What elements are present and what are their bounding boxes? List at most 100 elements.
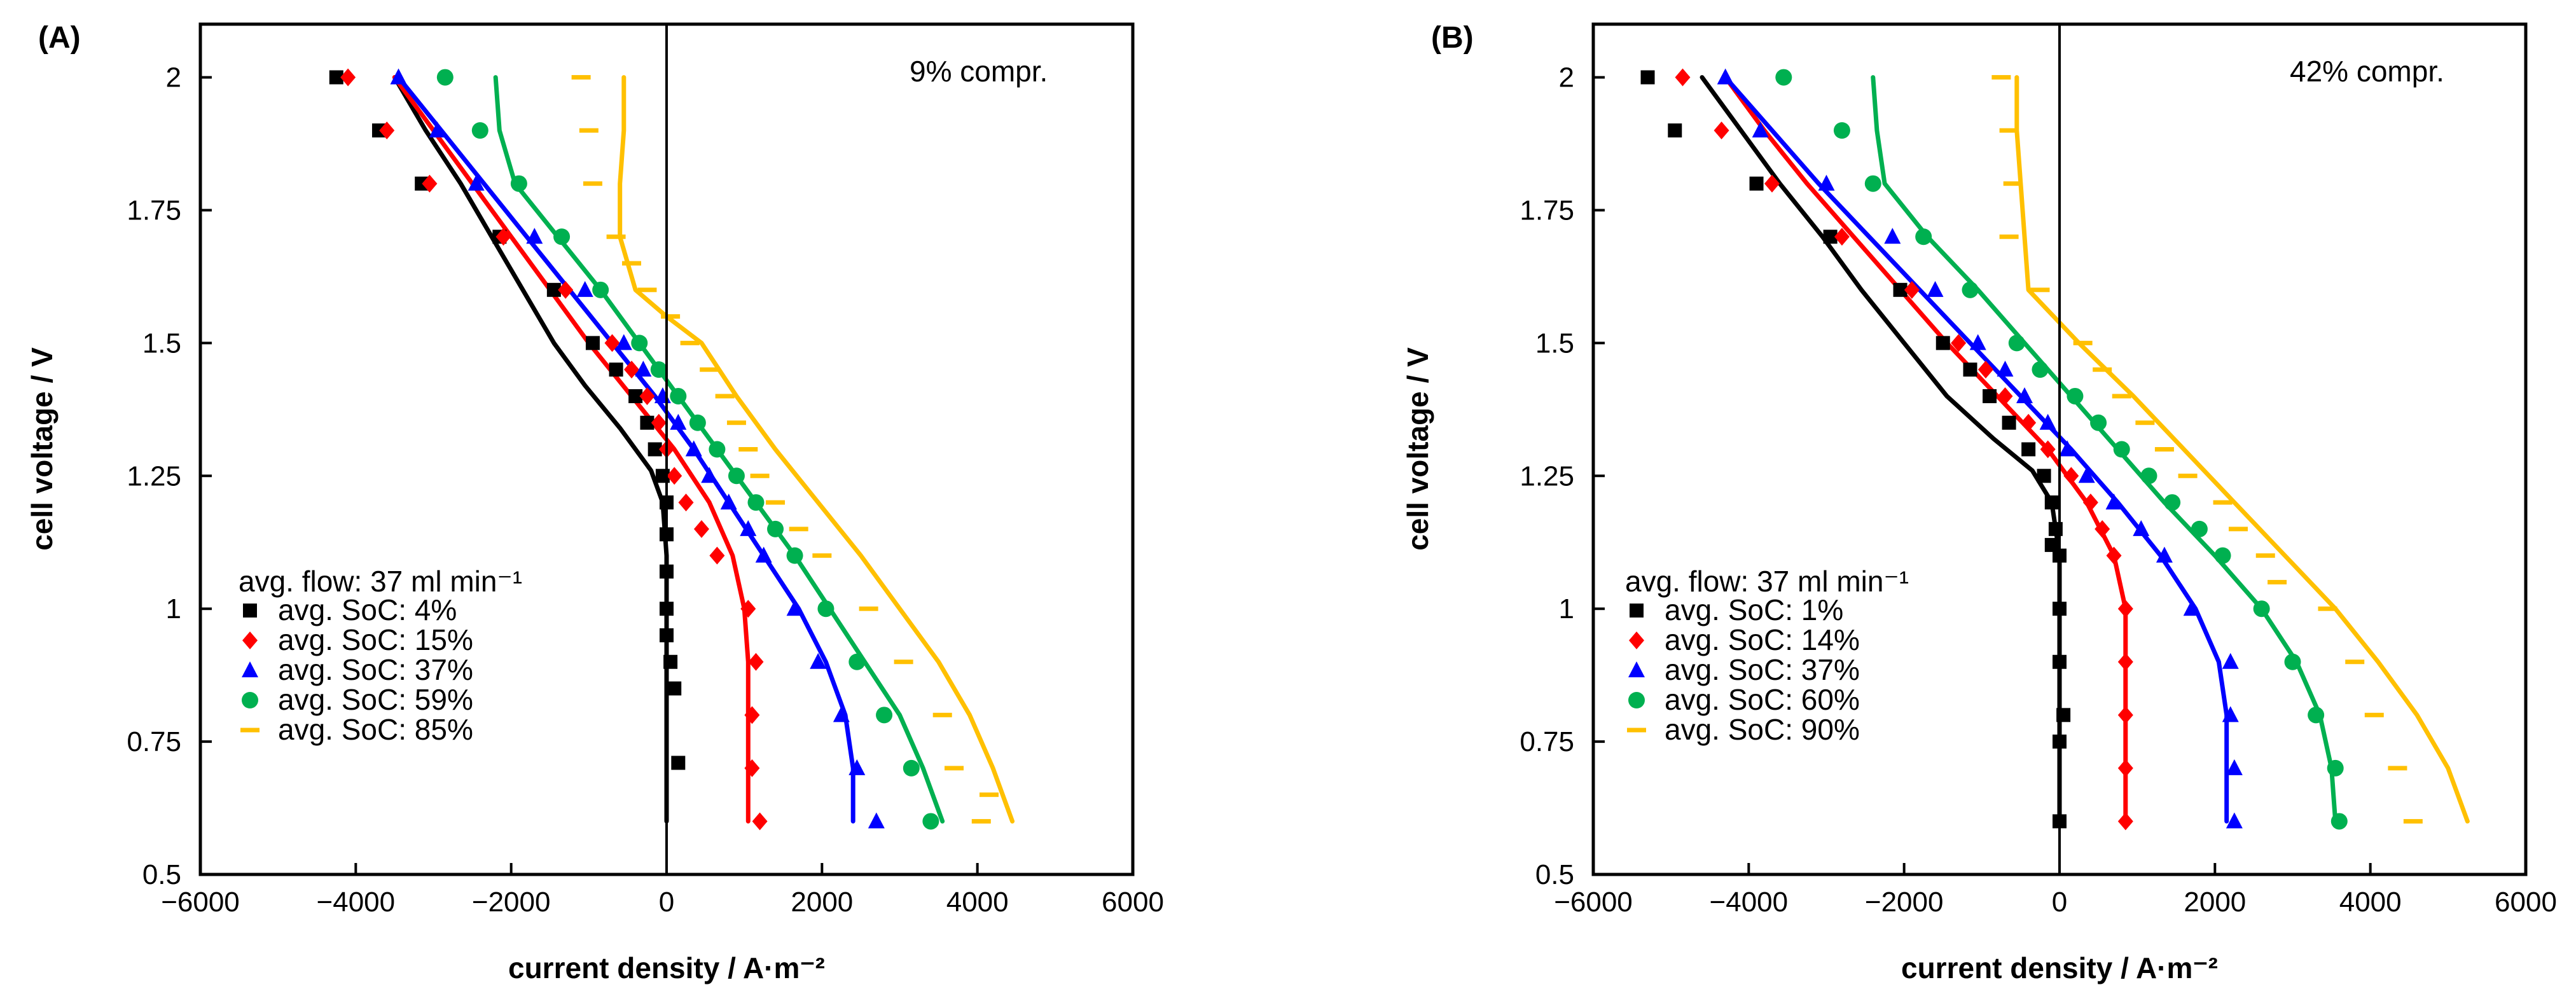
- legend-marker: [1628, 692, 1645, 708]
- data-point: [609, 362, 623, 377]
- y-axis-label: cell voltage / V: [25, 347, 59, 551]
- data-point: [510, 175, 527, 192]
- data-point: [329, 70, 343, 85]
- data-point: [1775, 69, 1792, 86]
- data-point: [553, 228, 571, 245]
- data-point: [571, 75, 591, 80]
- data-point: [2345, 659, 2365, 665]
- data-point: [2082, 494, 2098, 512]
- data-point: [709, 546, 725, 565]
- legend-marker: [1628, 661, 1645, 677]
- data-point: [1893, 282, 1908, 297]
- data-point: [2008, 335, 2025, 352]
- data-point: [2388, 766, 2407, 771]
- legend-entry-label: avg. SoC: 60%: [1665, 683, 1860, 716]
- y-ticks: 0.5 0.75 1 1.25 1.5 1.75 2: [1520, 62, 1605, 890]
- data-point: [767, 520, 784, 537]
- data-point: [922, 813, 939, 830]
- data-point: [624, 361, 640, 379]
- y-tick-label: 2: [1559, 62, 1574, 93]
- data-point: [2059, 440, 2076, 457]
- data-point: [2135, 420, 2155, 425]
- x-tick-label: 2000: [791, 887, 853, 918]
- data-point: [2112, 394, 2131, 399]
- y-tick-label: 2: [166, 62, 181, 93]
- y-tick-label: 1.25: [127, 460, 181, 492]
- data-point: [932, 712, 952, 717]
- data-point: [2113, 441, 2130, 458]
- data-point: [744, 706, 760, 724]
- data-point: [720, 494, 737, 510]
- legend-title: avg. flow: 37 ml min⁻¹: [239, 565, 522, 598]
- data-point: [667, 467, 682, 485]
- data-point: [1864, 175, 1881, 192]
- data-point: [526, 228, 543, 244]
- x-tick-label: 4000: [2339, 887, 2402, 918]
- legend: avg. flow: 37 ml min⁻¹ avg. SoC: 1%avg. …: [1625, 565, 1909, 746]
- legend-entry-label: avg. SoC: 85%: [278, 713, 473, 746]
- data-point: [615, 334, 632, 350]
- data-point: [1904, 280, 1920, 299]
- data-point: [1963, 362, 1977, 377]
- data-point: [647, 442, 662, 457]
- x-ticks: −6000 −4000 −2000 0 2000 4000 6000: [1554, 863, 2557, 918]
- legend-entry-label: avg. SoC: 90%: [1665, 713, 1860, 746]
- data-point: [2039, 413, 2056, 430]
- legend-entry-label: avg. SoC: 1%: [1665, 593, 1843, 626]
- data-point: [1823, 230, 1838, 244]
- x-tick-label: −6000: [1554, 887, 1633, 918]
- data-point: [817, 600, 834, 618]
- data-point: [2222, 652, 2239, 669]
- data-point: [1764, 174, 1780, 193]
- data-point: [848, 653, 866, 670]
- data-point: [651, 413, 667, 432]
- data-point: [650, 361, 667, 378]
- data-point: [728, 467, 745, 485]
- data-point: [1983, 389, 1997, 403]
- data-point: [2040, 440, 2056, 459]
- legend-entry-label: avg. SoC: 14%: [1665, 623, 1860, 656]
- data-point: [1752, 121, 1769, 138]
- y-tick-label: 0.75: [127, 726, 181, 757]
- data-point: [2037, 469, 2051, 483]
- legend-marker: [1630, 604, 1644, 618]
- data-point: [789, 527, 808, 532]
- legend-entry-label: avg. SoC: 15%: [278, 623, 473, 656]
- legend-entry-label: avg. SoC: 4%: [278, 593, 457, 626]
- data-point: [2228, 527, 2248, 532]
- y-tick-label: 1: [166, 593, 181, 625]
- data-point: [2063, 467, 2079, 485]
- data-point: [1962, 281, 1979, 298]
- y-axis-label: cell voltage / V: [1401, 347, 1434, 551]
- data-point: [546, 282, 561, 297]
- data-point: [1991, 75, 2011, 80]
- data-point: [2032, 361, 2049, 378]
- series-line: [2014, 75, 2470, 824]
- data-point: [2140, 467, 2157, 485]
- data-point: [747, 494, 765, 511]
- legend-marker: [1629, 632, 1644, 649]
- legend-marker: [242, 692, 258, 708]
- y-tick-label: 1.75: [1520, 195, 1574, 226]
- data-point: [585, 336, 600, 350]
- data-point: [2090, 414, 2107, 431]
- data-point: [700, 367, 719, 372]
- data-point: [436, 69, 454, 86]
- data-point: [606, 234, 626, 239]
- data-point: [971, 818, 991, 824]
- data-point: [422, 174, 438, 193]
- data-point: [2268, 579, 2287, 584]
- data-point: [2222, 706, 2239, 722]
- data-point: [2255, 553, 2275, 558]
- data-point: [685, 440, 702, 457]
- data-point: [604, 334, 620, 352]
- panel-label: (B): [1431, 21, 1474, 55]
- data-point: [680, 340, 700, 345]
- data-point: [2183, 600, 2200, 616]
- data-point: [2117, 652, 2133, 671]
- data-point: [740, 600, 756, 618]
- data-point: [1668, 123, 1682, 138]
- data-point: [2078, 467, 2095, 483]
- data-point: [1640, 70, 1655, 85]
